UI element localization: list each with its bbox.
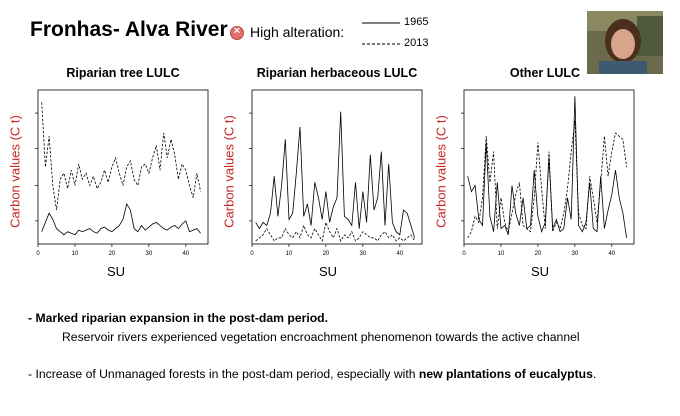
chart-title-tree: Riparian tree LULC — [66, 66, 180, 80]
x-tick-label: 10 — [286, 251, 293, 257]
speaker-photo — [587, 11, 663, 74]
y-axis-label-herbaceous: Carbon values (C t) — [221, 115, 237, 228]
x-tick-label: 10 — [498, 251, 505, 257]
plot-frame — [251, 89, 423, 245]
chart-tree: 0 10 20 30 40 — [35, 89, 209, 257]
series-1965-line — [41, 202, 201, 236]
legend-dashed-line — [362, 43, 400, 45]
series-2013-line — [255, 220, 415, 242]
plot-frame — [463, 89, 635, 245]
x-tick-label: 0 — [462, 251, 466, 257]
series-1965-line — [255, 111, 415, 238]
bullet-2: - Increase of Unmanaged forests in the p… — [28, 365, 596, 384]
x-tick-label: 40 — [182, 251, 189, 257]
bullet-1: - Marked riparian expansion in the post-… — [28, 311, 328, 325]
y-axis-label-tree: Carbon values (C t) — [7, 115, 23, 228]
legend-1965: 1965 — [404, 16, 429, 28]
slide-title: Fronhas- Alva River — [30, 18, 228, 41]
bullet-2-bold: new plantations of eucalyptus — [418, 367, 593, 381]
chart-title-herbaceous: Riparian herbaceous LULC — [256, 66, 418, 80]
legend-2013: 2013 — [404, 37, 429, 49]
bullet-list: - Marked riparian expansion in the post-… — [28, 309, 596, 384]
chart-herbaceous: 0 10 20 30 40 — [249, 89, 423, 257]
series-1965-line — [467, 96, 627, 238]
x-tick-label: 20 — [323, 251, 330, 257]
y-axis-label-other: Carbon values (C t) — [433, 115, 449, 228]
x-tick-label: 0 — [250, 251, 254, 257]
chart-title-other: Other LULC — [509, 66, 581, 80]
x-axis-label-other: SU — [530, 264, 550, 279]
bullet-2-text: - Increase of Unmanaged forests in the p… — [28, 367, 419, 381]
x-tick-label: 30 — [572, 251, 579, 257]
x-tick-label: 10 — [72, 251, 79, 257]
x-tick-label: 20 — [535, 251, 542, 257]
x-tick-label: 30 — [146, 251, 153, 257]
legend-solid-line — [362, 22, 400, 24]
series-2013-line — [467, 120, 627, 239]
plot-frame — [37, 89, 209, 245]
bullet-1-detail: Reservoir rivers experienced vegetation … — [62, 330, 580, 344]
chart-other: 0 10 20 30 40 — [461, 89, 635, 257]
high-alteration-label: High alteration: — [250, 24, 345, 40]
x-tick-label: 30 — [360, 251, 367, 257]
x-tick-label: 40 — [608, 251, 615, 257]
series-2013-line — [41, 102, 201, 211]
alert-circle-icon — [230, 25, 244, 40]
x-tick-label: 20 — [109, 251, 116, 257]
x-tick-label: 40 — [396, 251, 403, 257]
x-tick-label: 0 — [36, 251, 40, 257]
bullet-2-end: . — [592, 367, 597, 381]
x-axis-label-herbaceous: SU — [318, 264, 338, 279]
x-axis-label-tree: SU — [106, 264, 126, 279]
